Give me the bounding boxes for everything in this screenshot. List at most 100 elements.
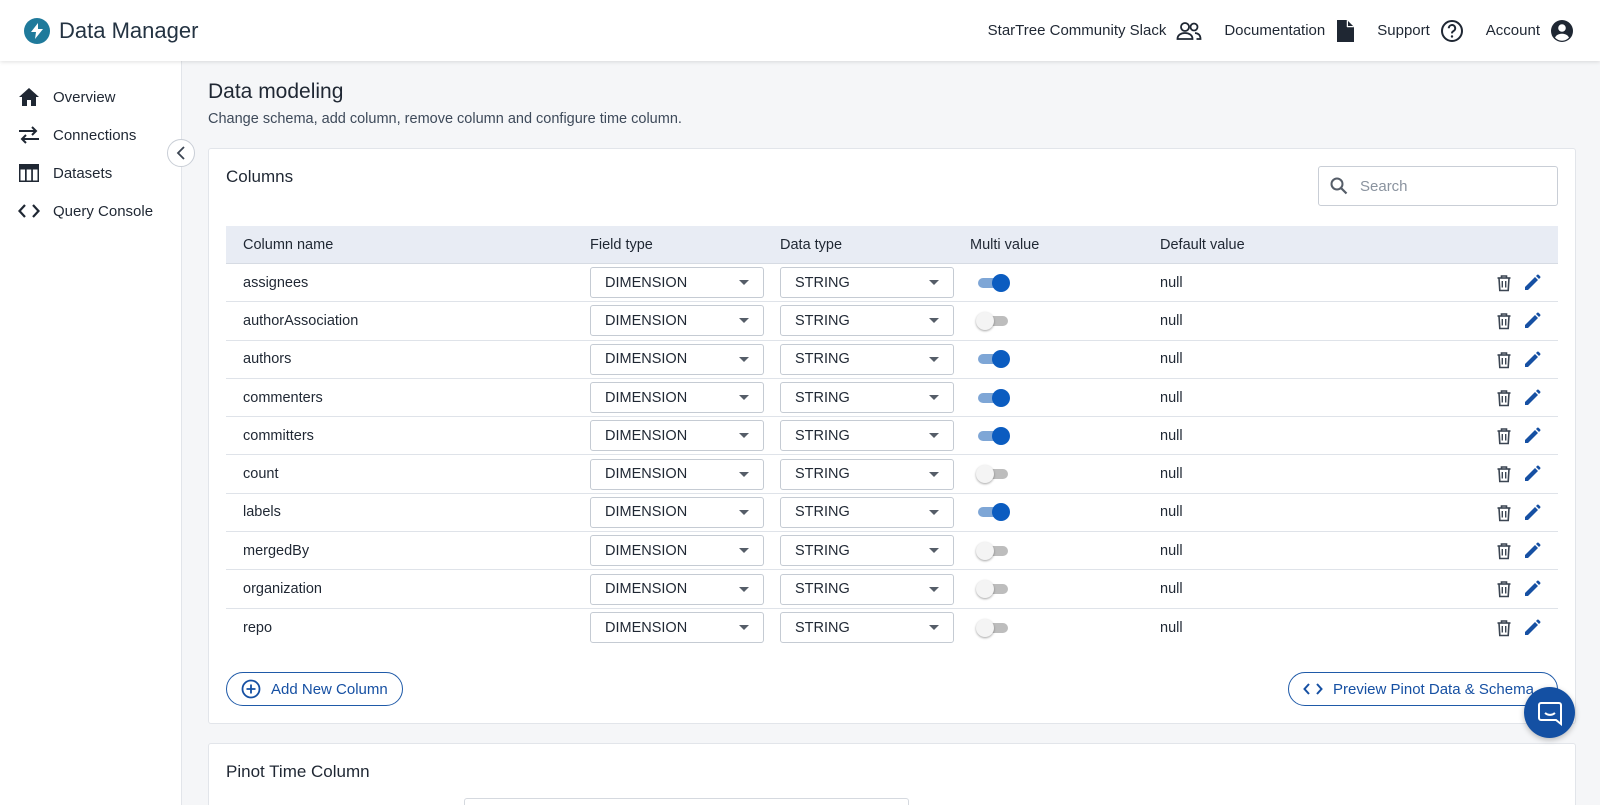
collapse-sidebar-button[interactable]	[167, 139, 195, 167]
delete-icon[interactable]	[1496, 351, 1512, 369]
field-type-select[interactable]: DIMENSION	[590, 343, 764, 375]
field-type-select[interactable]: DIMENSION	[590, 458, 764, 490]
toggle-knob	[992, 273, 1010, 292]
table-row: repo DIMENSION STRING null	[226, 609, 1558, 647]
dropdown-arrow-icon	[929, 433, 939, 439]
field-type-select[interactable]: DIMENSION	[590, 612, 764, 644]
edit-pencil-icon[interactable]	[1523, 389, 1541, 407]
delete-icon[interactable]	[1496, 274, 1512, 292]
delete-icon[interactable]	[1496, 580, 1512, 598]
delete-icon[interactable]	[1496, 312, 1512, 330]
edit-pencil-icon[interactable]	[1523, 619, 1541, 637]
header-default-value: Default value	[1160, 236, 1245, 253]
field-type-select[interactable]: DIMENSION	[590, 305, 764, 337]
multi-value-toggle[interactable]	[976, 426, 1010, 446]
dropdown-arrow-icon	[929, 280, 939, 286]
add-new-column-button[interactable]: Add New Column	[226, 672, 403, 706]
support-link[interactable]: Support	[1377, 19, 1464, 43]
data-type-select[interactable]: STRING	[780, 496, 954, 528]
page-subtitle: Change schema, add column, remove column…	[208, 111, 682, 127]
search-input[interactable]	[1360, 177, 1540, 195]
edit-pencil-icon[interactable]	[1523, 274, 1541, 292]
column-name-cell: mergedBy	[243, 542, 310, 559]
data-type-select[interactable]: STRING	[780, 420, 954, 452]
data-type-select[interactable]: STRING	[780, 267, 954, 299]
edit-pencil-icon[interactable]	[1523, 542, 1541, 560]
code-icon	[1303, 683, 1323, 695]
time-column-field[interactable]	[464, 798, 909, 805]
data-type-select[interactable]: STRING	[780, 535, 954, 567]
chat-launcher-button[interactable]	[1524, 687, 1575, 738]
documentation-link[interactable]: Documentation	[1224, 19, 1355, 43]
preview-pinot-button[interactable]: Preview Pinot Data & Schema	[1288, 672, 1558, 706]
sidebar-item-overview[interactable]: Overview	[0, 78, 181, 116]
people-icon	[1176, 21, 1202, 40]
delete-icon[interactable]	[1496, 389, 1512, 407]
sidebar-item-query-console[interactable]: Query Console	[0, 192, 181, 230]
brand[interactable]: Data Manager	[24, 17, 198, 44]
default-value-cell: null	[1160, 542, 1183, 559]
data-type-select[interactable]: STRING	[780, 458, 954, 490]
sidebar-item-datasets[interactable]: Datasets	[0, 154, 181, 192]
edit-pencil-icon[interactable]	[1523, 504, 1541, 522]
data-type-select[interactable]: STRING	[780, 382, 954, 414]
edit-pencil-icon[interactable]	[1523, 312, 1541, 330]
field-type-select[interactable]: DIMENSION	[590, 535, 764, 567]
multi-value-toggle[interactable]	[976, 464, 1010, 484]
dropdown-arrow-icon	[739, 318, 749, 324]
table-row: authorAssociation DIMENSION STRING null	[226, 302, 1558, 341]
multi-value-toggle[interactable]	[976, 349, 1010, 369]
search-box[interactable]	[1318, 166, 1558, 206]
edit-pencil-icon[interactable]	[1523, 351, 1541, 369]
column-name-cell: committers	[243, 427, 314, 444]
multi-value-toggle[interactable]	[976, 311, 1010, 331]
delete-icon[interactable]	[1496, 465, 1512, 483]
multi-value-toggle[interactable]	[976, 579, 1010, 599]
multi-value-toggle[interactable]	[976, 618, 1010, 638]
multi-value-toggle[interactable]	[976, 502, 1010, 522]
field-type-select[interactable]: DIMENSION	[590, 267, 764, 299]
toggle-knob	[976, 580, 994, 599]
dropdown-arrow-icon	[739, 509, 749, 515]
sidebar-item-connections[interactable]: Connections	[0, 116, 181, 154]
field-type-select[interactable]: DIMENSION	[590, 496, 764, 528]
field-type-select[interactable]: DIMENSION	[590, 382, 764, 414]
toggle-knob	[976, 541, 994, 560]
edit-pencil-icon[interactable]	[1523, 427, 1541, 445]
account-link[interactable]: Account	[1486, 19, 1574, 43]
data-type-select[interactable]: STRING	[780, 612, 954, 644]
data-type-select[interactable]: STRING	[780, 305, 954, 337]
edit-pencil-icon[interactable]	[1523, 580, 1541, 598]
data-type-value: STRING	[795, 619, 850, 636]
field-type-value: DIMENSION	[605, 389, 688, 406]
dropdown-arrow-icon	[739, 280, 749, 286]
delete-icon[interactable]	[1496, 427, 1512, 445]
delete-icon[interactable]	[1496, 619, 1512, 637]
table-row: committers DIMENSION STRING null	[226, 417, 1558, 456]
data-type-value: STRING	[795, 274, 850, 291]
column-name-cell: count	[243, 466, 279, 483]
multi-value-toggle[interactable]	[976, 541, 1010, 561]
field-type-select[interactable]: DIMENSION	[590, 420, 764, 452]
columns-table: Column name Field type Data type Multi v…	[226, 226, 1558, 647]
delete-icon[interactable]	[1496, 504, 1512, 522]
field-type-select[interactable]: DIMENSION	[590, 573, 764, 605]
dropdown-arrow-icon	[929, 318, 939, 324]
bolt-logo-icon	[24, 17, 50, 44]
header-data-type: Data type	[780, 236, 843, 253]
table-row: count DIMENSION STRING null	[226, 455, 1558, 494]
dropdown-arrow-icon	[929, 356, 939, 362]
data-type-select[interactable]: STRING	[780, 573, 954, 605]
data-type-select[interactable]: STRING	[780, 343, 954, 375]
field-type-value: DIMENSION	[605, 504, 688, 521]
multi-value-toggle[interactable]	[976, 273, 1010, 293]
slack-link[interactable]: StarTree Community Slack	[988, 21, 1203, 41]
chevron-left-icon	[176, 146, 185, 160]
document-icon	[1337, 19, 1355, 42]
dropdown-arrow-icon	[739, 625, 749, 631]
multi-value-toggle[interactable]	[976, 388, 1010, 408]
column-name-cell: repo	[243, 619, 273, 636]
edit-pencil-icon[interactable]	[1523, 465, 1541, 483]
delete-icon[interactable]	[1496, 542, 1512, 560]
column-name-cell: labels	[243, 504, 281, 521]
